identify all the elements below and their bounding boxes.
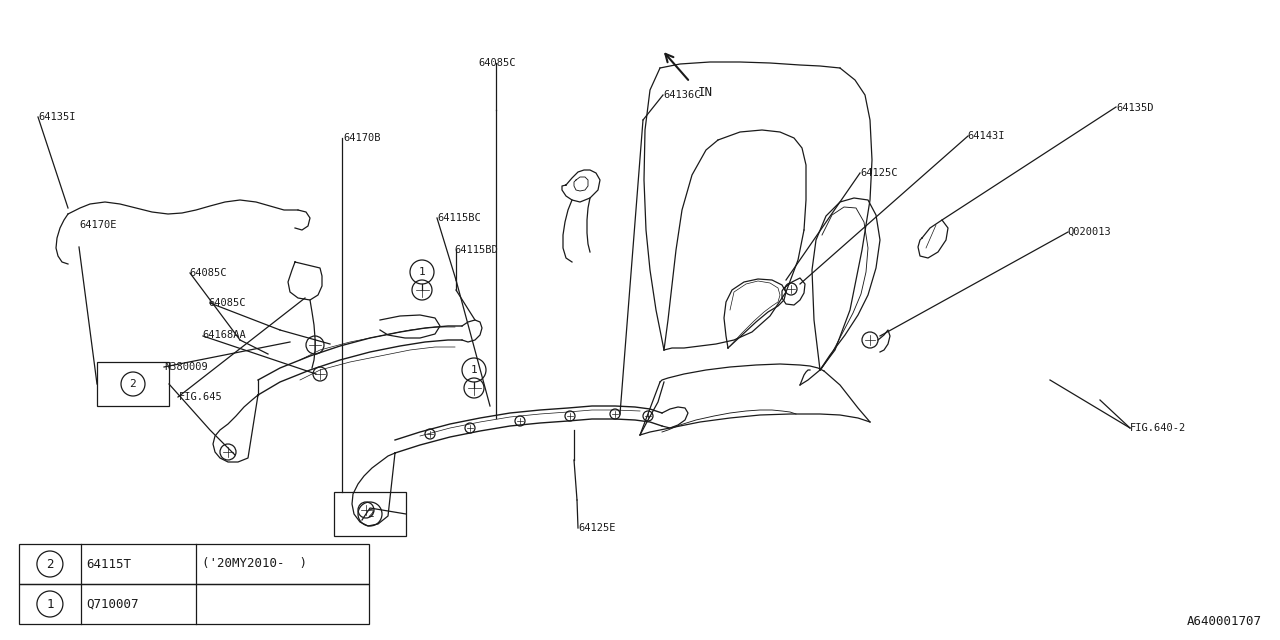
Text: 1: 1 <box>46 598 54 611</box>
Text: 64085C: 64085C <box>209 298 246 308</box>
Text: 1: 1 <box>471 365 477 375</box>
Text: 64115BD: 64115BD <box>454 244 498 255</box>
Text: 64115T: 64115T <box>87 557 132 570</box>
Bar <box>19 584 369 624</box>
Bar <box>19 544 369 584</box>
Text: 64085C: 64085C <box>189 268 227 278</box>
Text: 64125C: 64125C <box>860 168 897 178</box>
Text: FIG.645: FIG.645 <box>179 392 223 402</box>
Text: FIG.640-2: FIG.640-2 <box>1130 422 1187 433</box>
Text: Q020013: Q020013 <box>1068 227 1111 237</box>
Text: 64170E: 64170E <box>79 220 116 230</box>
Text: 64136C: 64136C <box>663 90 700 100</box>
Text: N380009: N380009 <box>164 362 207 372</box>
Text: 1: 1 <box>419 267 425 277</box>
Text: A640001707: A640001707 <box>1187 615 1262 628</box>
Text: 2: 2 <box>129 379 137 389</box>
Text: 64115BC: 64115BC <box>438 212 481 223</box>
Text: 64168AA: 64168AA <box>202 330 246 340</box>
Text: 64143I: 64143I <box>968 131 1005 141</box>
Text: 64135I: 64135I <box>38 112 76 122</box>
Text: 2: 2 <box>46 557 54 570</box>
Text: 64085C: 64085C <box>477 58 516 68</box>
Text: 64170B: 64170B <box>343 132 380 143</box>
Bar <box>334 492 406 536</box>
Text: 64125E: 64125E <box>579 523 616 533</box>
Text: 64135D: 64135D <box>1116 102 1153 113</box>
Text: 2: 2 <box>366 509 374 519</box>
Text: IN: IN <box>698 86 713 99</box>
Text: ('20MY2010-  ): ('20MY2010- ) <box>202 557 307 570</box>
Text: Q710007: Q710007 <box>87 598 140 611</box>
Bar <box>97 362 169 406</box>
